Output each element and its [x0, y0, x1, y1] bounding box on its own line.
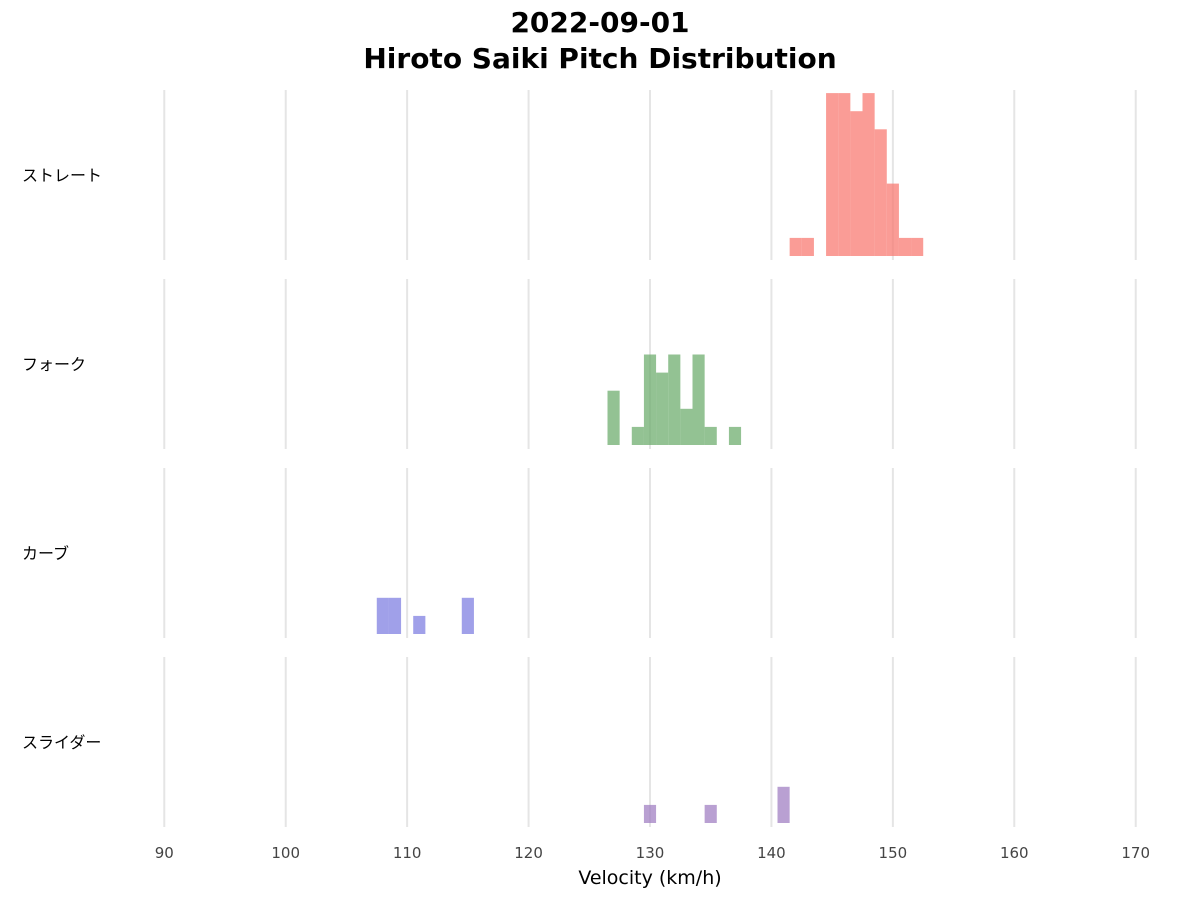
x-tick-label: 110 — [393, 844, 422, 862]
histogram-bar — [911, 237, 924, 256]
histogram-bar — [643, 804, 657, 823]
histogram-bar — [388, 597, 402, 634]
facet-label: フォーク — [22, 355, 86, 374]
histogram-bar — [668, 354, 681, 445]
histogram-bar — [826, 93, 839, 256]
histogram-bar — [704, 804, 717, 823]
histogram-bar — [643, 354, 657, 445]
x-tick-label: 170 — [1121, 844, 1150, 862]
histogram-bar — [413, 615, 426, 634]
chart-subtitle: Hiroto Saiki Pitch Distribution — [363, 42, 837, 75]
histogram-bar — [898, 237, 912, 256]
histogram-bar — [607, 390, 620, 445]
histogram-bar — [728, 426, 742, 445]
histogram-bar — [838, 93, 851, 256]
histogram-bar — [461, 597, 474, 634]
histogram-bar — [777, 786, 790, 823]
histogram-bar — [801, 237, 814, 256]
facet-label: ストレート — [22, 166, 102, 185]
x-tick-label: 140 — [757, 844, 786, 862]
x-tick-label: 150 — [879, 844, 908, 862]
histogram-bar — [656, 372, 669, 445]
x-tick-label: 90 — [155, 844, 174, 862]
x-tick-label: 120 — [514, 844, 543, 862]
chart-title: 2022-09-01 — [510, 6, 690, 39]
histogram-bar — [862, 93, 875, 256]
histogram-bar — [692, 354, 705, 445]
x-tick-label: 130 — [636, 844, 665, 862]
histogram-bar — [704, 426, 717, 445]
facet-label: スライダー — [22, 733, 101, 752]
histogram-bar — [376, 597, 389, 634]
facet-label: カーブ — [22, 544, 69, 563]
histogram-bar — [680, 408, 693, 445]
x-axis-label: Velocity (km/h) — [578, 867, 721, 889]
histogram-bar — [886, 183, 899, 256]
histogram-bar — [850, 111, 863, 256]
histogram-bar — [631, 426, 644, 445]
histogram-bar — [874, 129, 887, 256]
histogram-bar — [789, 237, 802, 256]
x-tick-label: 100 — [271, 844, 300, 862]
x-tick-label: 160 — [1000, 844, 1029, 862]
